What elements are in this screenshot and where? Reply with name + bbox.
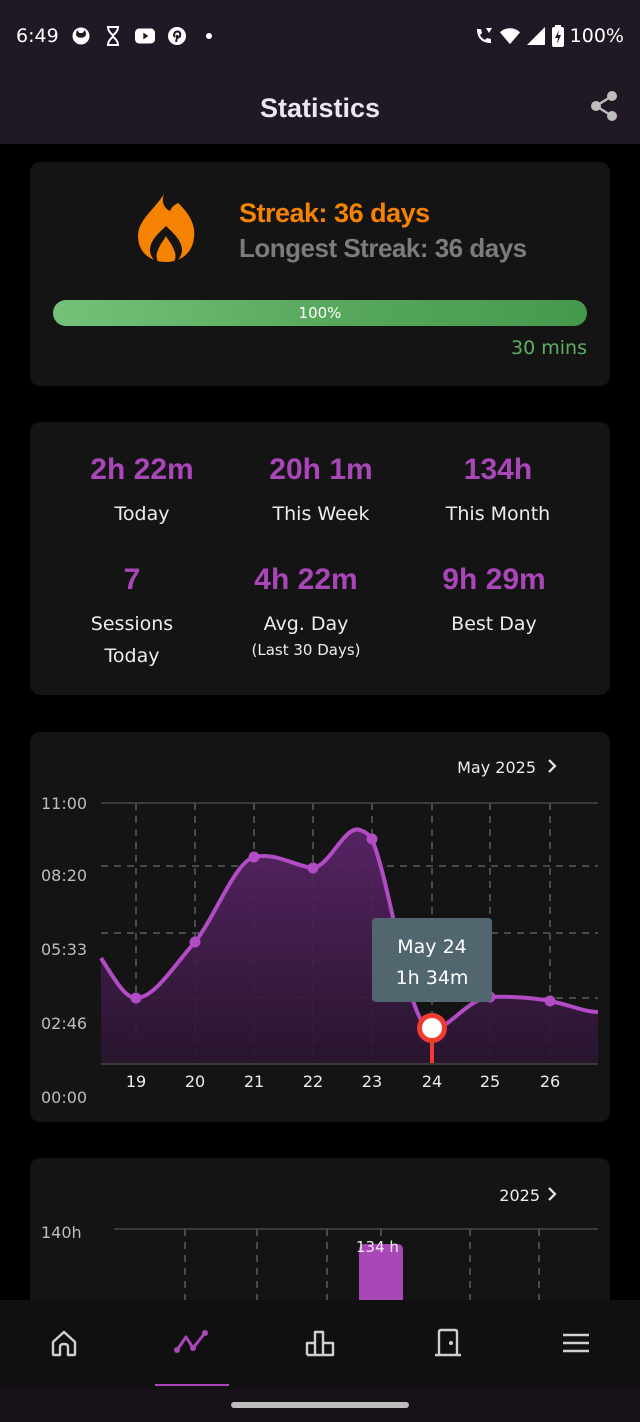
stat-sessions-today: 7 Sessions Today <box>37 562 227 672</box>
share-button[interactable] <box>588 88 620 124</box>
cat-app-icon <box>71 26 91 46</box>
stat-value: 4h 22m <box>254 563 358 596</box>
y-tick-label: 140h <box>41 1223 82 1242</box>
stat-value: 20h 1m <box>269 453 373 486</box>
flame-icon <box>134 192 198 264</box>
streak-longest: Longest Streak: 36 days <box>239 233 527 263</box>
y-tick-label: 00:00 <box>41 1088 88 1107</box>
progress-percent: 100% <box>298 304 342 322</box>
hourglass-icon <box>103 26 123 46</box>
x-tick-label: 20 <box>184 1072 206 1091</box>
stat-value: 7 <box>123 563 141 596</box>
home-icon <box>51 1330 77 1357</box>
status-bar: 6:49 100% <box>0 0 640 72</box>
wifi-calling-icon <box>474 26 494 46</box>
more-dot-icon <box>199 26 219 46</box>
daily-goal-label: 30 mins <box>511 337 587 359</box>
tooltip-value: 1h 34m <box>395 967 469 989</box>
battery-charging-icon <box>551 25 564 47</box>
stat-label: Avg. Day <box>263 613 349 635</box>
stat-label: Best Day <box>451 613 537 635</box>
x-tick-label: 23 <box>361 1072 383 1091</box>
chevron-right-icon[interactable] <box>546 1186 558 1206</box>
stat-avg-day: 4h 22m Avg. Day (Last 30 Days) <box>211 562 401 660</box>
bar-value-label: 134 h <box>356 1238 399 1256</box>
yearly-bar-chart[interactable] <box>30 1158 610 1358</box>
stat-value: 134h <box>463 453 533 486</box>
app-bar: Statistics <box>0 72 640 144</box>
x-tick-label: 25 <box>479 1072 501 1091</box>
daily-area-chart[interactable] <box>30 732 610 1122</box>
nav-statistics[interactable] <box>128 1300 256 1386</box>
stat-this-week: 20h 1m This Week <box>226 452 416 530</box>
tooltip-date: May 24 <box>397 936 467 958</box>
pinterest-icon <box>167 26 187 46</box>
stat-value: 9h 29m <box>442 563 546 596</box>
stat-value: 2h 22m <box>90 453 194 486</box>
page-title: Statistics <box>259 92 381 123</box>
x-tick-label: 24 <box>421 1072 443 1091</box>
stat-label: This Month <box>445 503 551 525</box>
nav-leaderboard[interactable] <box>256 1300 384 1386</box>
x-tick-label: 26 <box>539 1072 561 1091</box>
nav-menu[interactable] <box>512 1300 640 1386</box>
summary-stats-card: 2h 22m Today 20h 1m This Week 134h This … <box>30 422 610 695</box>
clock: 6:49 <box>16 25 59 47</box>
menu-icon <box>563 1333 589 1353</box>
wifi-icon <box>499 26 520 46</box>
streak-card: Streak: 36 days Longest Streak: 36 days … <box>30 162 610 386</box>
stat-today: 2h 22m Today <box>47 452 237 530</box>
bar-chart-icon <box>305 1330 335 1357</box>
nav-exit[interactable] <box>384 1300 512 1386</box>
stat-sublabel: (Last 30 Days) <box>251 641 361 659</box>
y-tick-label: 11:00 <box>41 794 88 813</box>
chevron-right-icon[interactable] <box>546 758 558 778</box>
youtube-icon <box>134 26 155 46</box>
stat-label: Sessions <box>90 613 174 635</box>
bottom-navigation <box>0 1300 640 1386</box>
chart-tooltip: May 24 1h 34m <box>372 918 492 1002</box>
streak-current: Streak: 36 days <box>239 198 430 228</box>
share-icon <box>591 91 617 121</box>
cell-signal-icon <box>526 26 546 46</box>
stat-best-day: 9h 29m Best Day <box>399 562 589 640</box>
year-selector-label[interactable]: 2025 <box>499 1186 540 1205</box>
active-tab-indicator <box>155 1384 229 1386</box>
system-gesture-area <box>0 1386 640 1422</box>
stat-this-month: 134h This Month <box>403 452 593 530</box>
y-tick-label: 05:33 <box>41 940 88 959</box>
stat-label: This Week <box>272 503 370 525</box>
y-tick-label: 02:46 <box>41 1014 88 1033</box>
daily-chart-card: May 2025 <box>30 732 610 1122</box>
x-tick-label: 19 <box>125 1072 147 1091</box>
month-selector-label[interactable]: May 2025 <box>457 758 536 777</box>
daily-goal-progress-bar: 100% <box>53 300 587 326</box>
stat-label: Today <box>114 503 170 525</box>
x-tick-label: 21 <box>243 1072 265 1091</box>
y-tick-label: 08:20 <box>41 866 88 885</box>
stat-label-line2: Today <box>104 645 160 667</box>
door-icon <box>435 1328 461 1357</box>
line-chart-icon <box>174 1330 208 1353</box>
battery-percent: 100% <box>569 25 624 47</box>
home-gesture-handle[interactable] <box>231 1402 409 1408</box>
nav-home[interactable] <box>0 1300 128 1386</box>
x-tick-label: 22 <box>302 1072 324 1091</box>
